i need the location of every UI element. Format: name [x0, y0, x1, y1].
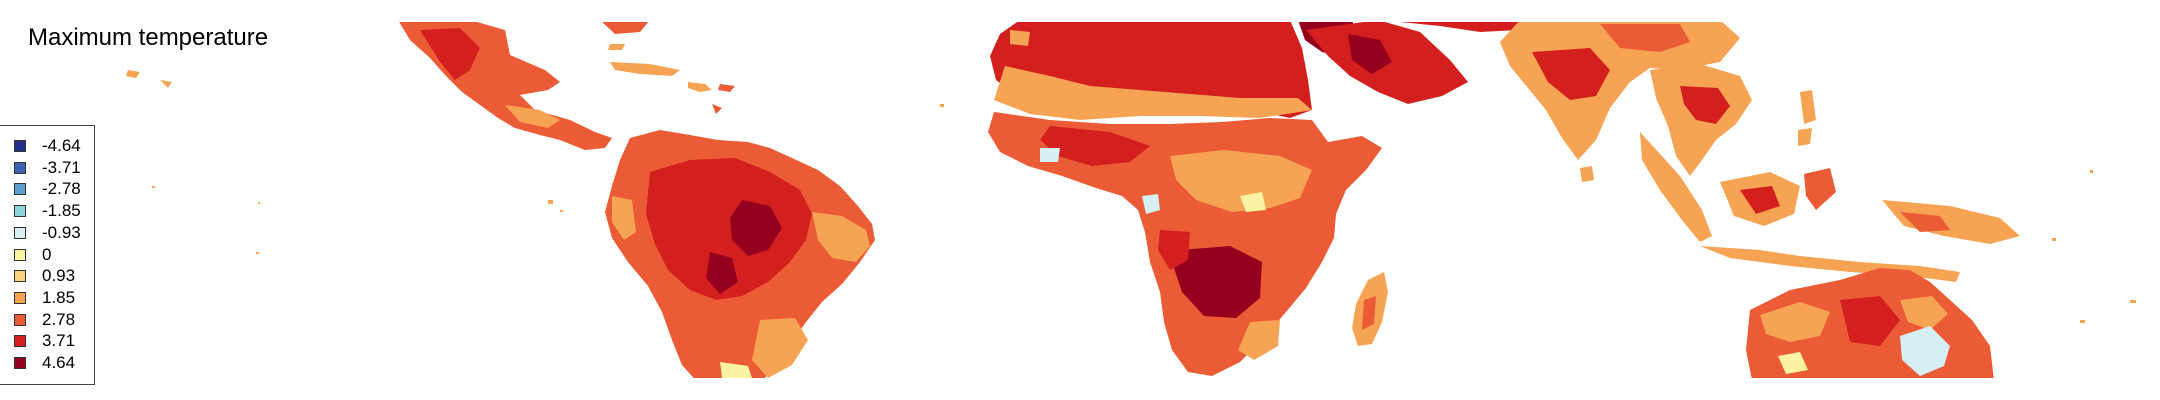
legend-label: 3.71 — [42, 331, 76, 351]
legend-item: 3.71 — [14, 331, 75, 351]
region-southeast-asia — [1650, 64, 1816, 176]
legend-swatch — [14, 248, 26, 261]
legend: -4.64 -3.71 -2.78 -1.85 -0.93 0 0.93 1.85 2.78 3.… — [0, 125, 95, 385]
legend-label: -1.85 — [42, 201, 81, 221]
region-caribbean — [126, 44, 735, 114]
legend-label: 0 — [42, 244, 52, 264]
legend-swatch — [14, 291, 26, 304]
legend-swatch — [14, 183, 26, 196]
legend-item: 2.78 — [14, 310, 75, 330]
region-central-america — [399, 22, 649, 150]
legend-label: -0.93 — [42, 222, 81, 242]
legend-label: 2.78 — [42, 309, 76, 329]
legend-swatch — [14, 270, 26, 283]
region-australia — [1746, 268, 1994, 378]
legend-label: 4.64 — [42, 353, 76, 372]
legend-item: 4.64 — [14, 353, 75, 373]
region-south-asia — [1500, 22, 1740, 182]
legend-label: 1.85 — [42, 287, 76, 307]
legend-item: 0.93 — [14, 266, 75, 286]
legend-swatch — [14, 140, 26, 152]
legend-label: -4.64 — [42, 136, 81, 155]
legend-label: 0.93 — [42, 266, 76, 286]
legend-swatch — [14, 357, 26, 369]
region-north-africa — [990, 22, 1360, 120]
map-title: Maximum temperature — [28, 24, 269, 51]
legend-label: -2.78 — [42, 179, 81, 199]
legend-item: 1.85 — [14, 288, 75, 308]
region-islands — [152, 104, 2136, 323]
region-africa — [988, 112, 1382, 376]
legend-label: -3.71 — [42, 157, 81, 177]
legend-item: -2.78 — [14, 179, 81, 199]
legend-swatch — [14, 335, 26, 348]
region-arabian-peninsula — [1306, 22, 1520, 104]
legend-swatch — [14, 161, 26, 174]
region-madagascar — [1352, 272, 1388, 346]
legend-swatch — [14, 205, 26, 218]
legend-item: -0.93 — [14, 223, 81, 243]
region-south-america — [605, 130, 875, 378]
legend-item: -3.71 — [14, 158, 81, 178]
legend-item: -1.85 — [14, 201, 81, 221]
legend-item: -4.64 — [14, 136, 81, 156]
legend-swatch — [14, 313, 26, 326]
legend-item: 0 — [14, 245, 51, 265]
legend-swatch — [14, 226, 26, 239]
